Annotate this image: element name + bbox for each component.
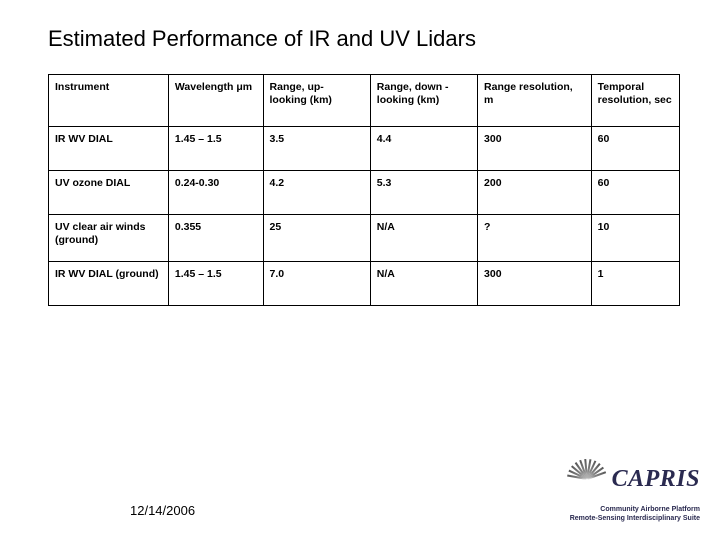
cell: 25 [263, 215, 370, 262]
table-row: UV ozone DIAL 0.24-0.30 4.2 5.3 200 60 [49, 171, 680, 215]
cell: 60 [591, 127, 679, 171]
cell: UV clear air winds (ground) [49, 215, 169, 262]
cell: UV ozone DIAL [49, 171, 169, 215]
col-temporal-res: Temporal resolution, sec [591, 75, 679, 127]
table-row: IR WV DIAL (ground) 1.45 – 1.5 7.0 N/A 3… [49, 262, 680, 306]
cell: 7.0 [263, 262, 370, 306]
cell: N/A [370, 215, 477, 262]
footer-date: 12/14/2006 [130, 503, 195, 518]
cell: 5.3 [370, 171, 477, 215]
performance-table-wrap: Instrument Wavelength μm Range, up- look… [0, 60, 720, 306]
sunburst-icon [566, 458, 608, 500]
cell: 300 [478, 262, 592, 306]
cell: 0.355 [168, 215, 263, 262]
table-row: IR WV DIAL 1.45 – 1.5 3.5 4.4 300 60 [49, 127, 680, 171]
col-instrument: Instrument [49, 75, 169, 127]
table-header-row: Instrument Wavelength μm Range, up- look… [49, 75, 680, 127]
cell: 60 [591, 171, 679, 215]
cell: 1.45 – 1.5 [168, 262, 263, 306]
logo-sub2: Remote-Sensing Interdisciplinary Suite [566, 515, 700, 522]
table-row: UV clear air winds (ground) 0.355 25 N/A… [49, 215, 680, 262]
cell: 4.2 [263, 171, 370, 215]
cell: 4.4 [370, 127, 477, 171]
logo-name: CAPRIS [612, 467, 700, 491]
capris-logo: CAPRIS Community Airborne Platform Remot… [566, 458, 700, 522]
cell: N/A [370, 262, 477, 306]
cell: 1.45 – 1.5 [168, 127, 263, 171]
cell: 1 [591, 262, 679, 306]
col-range-resolution: Range resolution, m [478, 75, 592, 127]
col-range-up: Range, up- looking (km) [263, 75, 370, 127]
col-wavelength: Wavelength μm [168, 75, 263, 127]
cell: 200 [478, 171, 592, 215]
cell: 0.24-0.30 [168, 171, 263, 215]
page-title: Estimated Performance of IR and UV Lidar… [0, 0, 720, 60]
cell: 10 [591, 215, 679, 262]
logo-sub1: Community Airborne Platform [566, 506, 700, 513]
col-range-down: Range, down -looking (km) [370, 75, 477, 127]
cell: ? [478, 215, 592, 262]
performance-table: Instrument Wavelength μm Range, up- look… [48, 74, 680, 306]
cell: 3.5 [263, 127, 370, 171]
cell: IR WV DIAL (ground) [49, 262, 169, 306]
cell: 300 [478, 127, 592, 171]
cell: IR WV DIAL [49, 127, 169, 171]
